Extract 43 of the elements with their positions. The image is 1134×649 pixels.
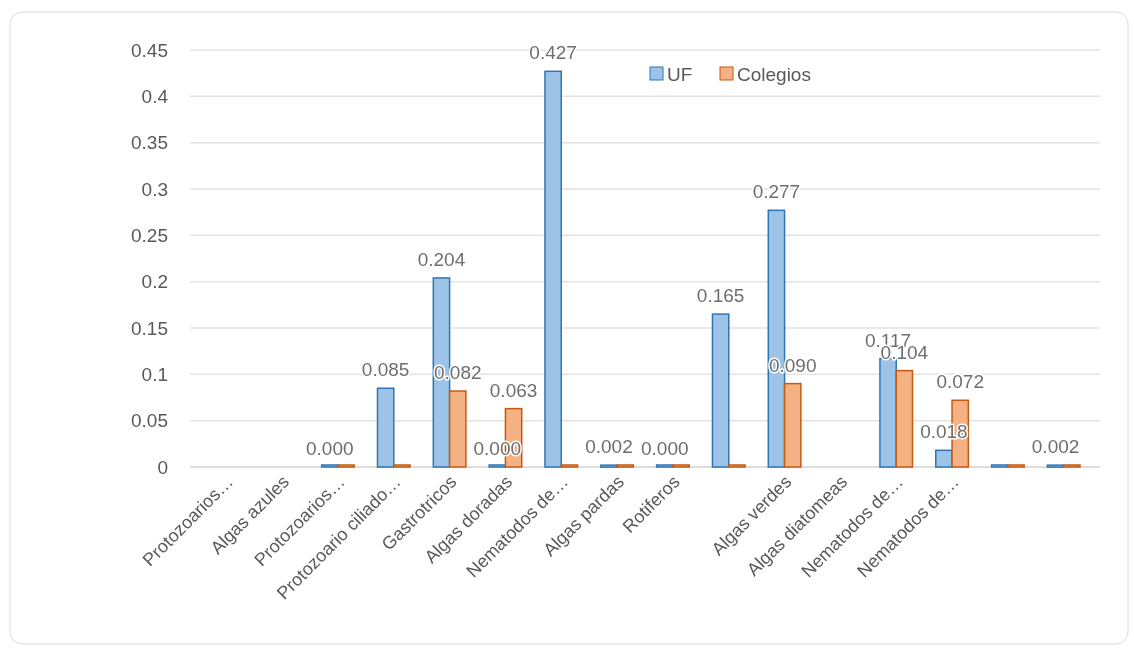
y-tick-label: 0.3 — [141, 178, 168, 200]
data-label: 0.002 — [1031, 436, 1080, 458]
data-label: 0.204 — [417, 248, 466, 270]
data-label: 0.063 — [489, 379, 538, 401]
bar — [616, 464, 635, 468]
bar — [711, 313, 730, 468]
y-tick-label: 0.05 — [131, 410, 168, 432]
bar — [448, 390, 467, 468]
data-label: 0.277 — [752, 181, 801, 203]
data-label: 0.427 — [529, 42, 577, 64]
data-label: 0.085 — [361, 359, 410, 381]
bar — [783, 382, 802, 468]
bar — [1046, 464, 1065, 468]
y-tick-label: 0.45 — [131, 39, 168, 61]
data-label: 0.000 — [641, 438, 689, 459]
y-tick-label: 0.35 — [131, 132, 168, 154]
bar — [895, 369, 914, 468]
data-label: 0.002 — [585, 436, 633, 458]
bar — [560, 464, 579, 468]
bar — [935, 449, 953, 468]
bar — [1062, 464, 1081, 468]
y-tick-label: 0.1 — [141, 363, 168, 385]
bar — [990, 464, 1009, 468]
y-tick-label: 0.25 — [131, 224, 168, 246]
bar — [727, 464, 746, 468]
bar — [376, 387, 395, 468]
bar — [672, 464, 690, 468]
legend-label: Colegios — [737, 63, 811, 85]
y-tick-label: 0 — [157, 456, 168, 478]
bar — [337, 464, 355, 468]
data-label: 0.165 — [696, 285, 745, 307]
y-tick-label: 0.4 — [141, 85, 169, 107]
bar — [320, 464, 339, 468]
bar — [655, 464, 674, 468]
y-tick-label: 0.2 — [141, 271, 168, 293]
bar — [393, 464, 411, 468]
y-tick-label: 0.15 — [131, 317, 168, 339]
legend-label: UF — [667, 63, 693, 85]
data-label: 0.072 — [936, 371, 984, 393]
data-label: 0.000 — [306, 438, 354, 459]
bar — [488, 464, 507, 468]
bar — [600, 464, 618, 468]
bar — [1007, 464, 1025, 468]
